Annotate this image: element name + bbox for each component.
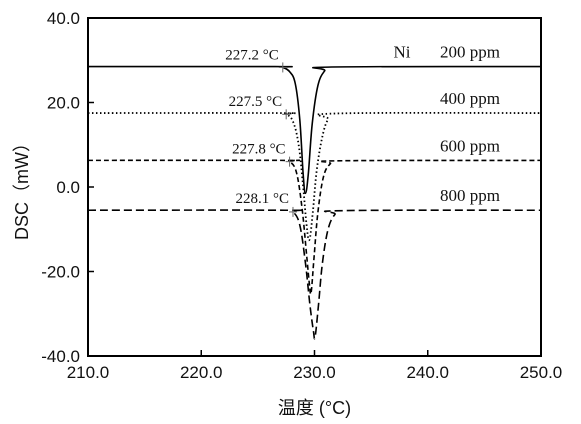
x-tick-label: 250.0 (520, 363, 563, 382)
x-tick-label: 240.0 (406, 363, 449, 382)
onset-label: 227.2 °C (225, 48, 279, 64)
series-label: 600 ppm (440, 136, 500, 155)
onset-label: 228.1 °C (235, 191, 289, 207)
series-line-800-ppm (87, 209, 542, 340)
axis-tick-labels: 210.0 220.0 230.0 240.0 250.0 40.0 20.0 0.0 -20.… (41, 9, 562, 382)
x-tick-label: 210.0 (67, 363, 110, 382)
y-tick-label: 40.0 (47, 9, 80, 28)
x-tick-label: 220.0 (180, 363, 223, 382)
onset-markers (278, 62, 297, 217)
onset-label: 227.8 °C (232, 141, 286, 157)
series-line-400-ppm (87, 111, 542, 242)
element-label: Ni (394, 43, 411, 62)
series-line-200-ppm (87, 65, 542, 195)
plot-frame (87, 17, 542, 357)
series-label: 400 ppm (440, 89, 500, 108)
y-axis-title: DSC（mW） (12, 134, 32, 240)
annotations: 227.2 °C 200 ppm 227.5 °C 400 ppm 227.8 °C 60… (225, 43, 500, 208)
series-label: 800 ppm (440, 186, 500, 205)
y-tick-label: 0.0 (56, 178, 80, 197)
x-tick-label: 230.0 (293, 363, 336, 382)
series-line-600-ppm (87, 159, 542, 295)
y-tick-label: -40.0 (41, 347, 80, 366)
x-axis-title: 温度 (°C) (278, 398, 351, 418)
onset-label: 227.5 °C (229, 94, 283, 110)
y-tick-label: 20.0 (47, 94, 80, 113)
y-tick-label: -20.0 (41, 263, 80, 282)
series-label: 200 ppm (440, 43, 500, 62)
